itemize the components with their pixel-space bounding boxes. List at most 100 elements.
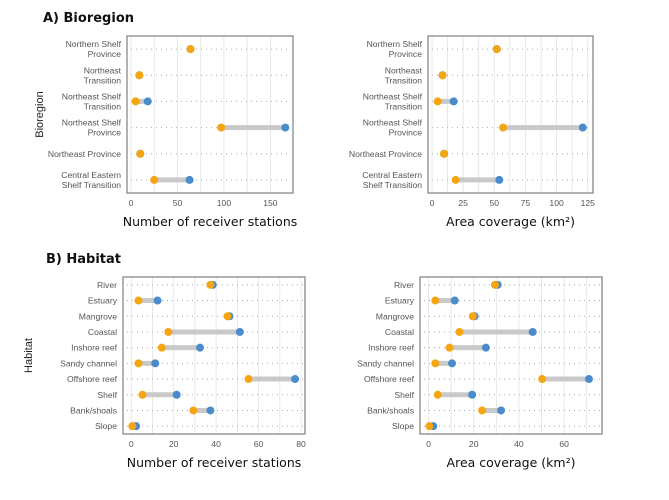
point-first: [538, 375, 547, 384]
x-axis-label: Number of receiver stations: [127, 455, 302, 470]
category-label: Offshore reef: [67, 374, 118, 384]
category-label: Inshore reef: [71, 343, 117, 353]
x-axis-label: Number of receiver stations: [123, 214, 298, 229]
category-label: Slope: [392, 421, 414, 431]
category-label: Coastal: [88, 327, 117, 337]
x-tick-label: 0: [430, 198, 435, 208]
category-label: Shelf: [97, 390, 117, 400]
category-label-line: Northern Shelf: [66, 39, 122, 49]
point-second: [495, 175, 504, 184]
category-label-line: Province: [389, 128, 423, 138]
category-label-line: Transition: [385, 101, 423, 111]
category-label: Northeast Province: [48, 149, 121, 159]
category-label: Offshore reef: [364, 374, 415, 384]
category-label-line: Province: [88, 128, 122, 138]
dumbbell-chart-2: 0 20 40 60 80 River Estuary Mangrove Coastal Insh…: [23, 276, 306, 470]
category-label: Mangrove: [376, 311, 414, 321]
category-label-line: Northeast: [385, 65, 423, 75]
point-first: [164, 327, 173, 336]
point-first: [438, 71, 447, 80]
point-first: [468, 312, 477, 321]
plot-area: [127, 36, 293, 193]
point-first: [431, 296, 440, 305]
point-second: [497, 406, 506, 415]
point-second: [172, 390, 181, 399]
category-label: River: [394, 280, 414, 290]
point-first: [186, 45, 195, 54]
plot-frame: [427, 35, 594, 194]
category-label-line: Central Eastern: [61, 170, 121, 180]
category-label-line: Offshore reef: [67, 374, 118, 384]
category-label-line: Coastal: [385, 327, 414, 337]
category-label: Estuary: [385, 296, 415, 306]
point-second: [481, 343, 490, 352]
point-second: [468, 390, 477, 399]
category-label-line: Shelf: [394, 390, 414, 400]
point-second: [153, 296, 162, 305]
x-tick-label: 100: [217, 198, 232, 208]
category-label-line: Transition: [84, 75, 122, 85]
x-tick-label: 80: [296, 439, 306, 449]
category-label-line: Transition: [84, 101, 122, 111]
point-second: [578, 123, 587, 132]
point-first: [440, 149, 449, 158]
category-label-line: Northeast Shelf: [62, 118, 122, 128]
category-label: Northeast Transition: [385, 65, 423, 85]
x-axis-label: Area coverage (km²): [447, 455, 576, 470]
x-tick-label: 0: [129, 439, 134, 449]
category-label: Central Eastern Shelf Transition: [61, 170, 121, 190]
category-label-line: Northern Shelf: [367, 39, 423, 49]
point-first: [431, 359, 440, 368]
point-first: [244, 375, 253, 384]
category-label: Northern Shelf Province: [66, 39, 122, 59]
category-label-line: Northeast Shelf: [363, 91, 423, 101]
category-label: Shelf: [394, 390, 414, 400]
point-second: [584, 375, 593, 384]
category-label-line: Shelf Transition: [363, 180, 422, 190]
point-first: [451, 175, 460, 184]
category-label-line: Bank/shoals: [70, 405, 117, 415]
category-label: Estuary: [88, 296, 118, 306]
category-label: Inshore reef: [368, 343, 414, 353]
category-label: Bank/shoals: [70, 405, 117, 415]
category-label-line: Province: [88, 49, 122, 59]
point-first: [433, 97, 442, 106]
point-first: [490, 280, 499, 289]
category-label-line: Estuary: [88, 296, 118, 306]
category-label-line: Mangrove: [79, 311, 117, 321]
point-second: [449, 97, 458, 106]
x-tick-label: 60: [559, 439, 569, 449]
category-label-line: Mangrove: [376, 311, 414, 321]
category-label: Central Eastern Shelf Transition: [362, 170, 422, 190]
category-label-line: Northeast Province: [349, 149, 422, 159]
category-label: Northeast Shelf Transition: [363, 91, 423, 111]
point-first: [135, 71, 144, 80]
point-second: [450, 296, 459, 305]
category-label-line: Sandy channel: [60, 358, 117, 368]
point-first: [223, 312, 232, 321]
point-first: [425, 422, 434, 431]
category-label-line: Offshore reef: [364, 374, 415, 384]
category-label-line: Province: [389, 49, 423, 59]
category-label: Mangrove: [79, 311, 117, 321]
point-second: [185, 175, 194, 184]
point-first: [492, 45, 501, 54]
category-label-line: Inshore reef: [71, 343, 117, 353]
point-first: [189, 406, 198, 415]
plot-frame: [126, 35, 294, 194]
x-tick-label: 75: [521, 198, 531, 208]
y-axis-label: Habitat: [23, 338, 35, 373]
category-label-line: Northeast Province: [48, 149, 121, 159]
panel-title-habitat: B) Habitat: [46, 252, 121, 267]
category-label-line: Transition: [385, 75, 423, 85]
category-label-line: Inshore reef: [368, 343, 414, 353]
x-tick-label: 40: [211, 439, 221, 449]
category-label-line: Northeast: [84, 65, 122, 75]
category-label-line: Slope: [95, 421, 117, 431]
plot-area: [420, 277, 602, 434]
category-label: Northeast Shelf Province: [363, 118, 423, 138]
category-label: Sandy channel: [357, 358, 414, 368]
